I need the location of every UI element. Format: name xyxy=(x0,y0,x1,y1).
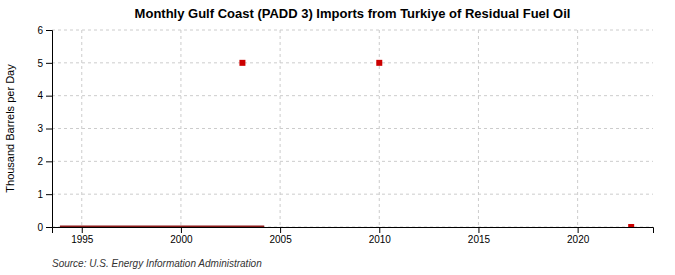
y-tick: 4 xyxy=(37,90,52,101)
y-tick: 3 xyxy=(37,123,52,134)
y-tick-label: 3 xyxy=(37,123,43,134)
x-tick-label: 1995 xyxy=(71,234,94,245)
y-axis-line xyxy=(46,31,53,228)
x-tick-mark xyxy=(379,227,380,233)
y-tick-mark xyxy=(46,96,52,97)
x-tick-label: 2015 xyxy=(468,234,491,245)
y-tick-mark xyxy=(46,63,52,64)
x-tick: 2005 xyxy=(269,227,292,245)
x-tick-mark xyxy=(280,227,281,233)
chart-svg: 1995 2000 2005 2010 2015 2020 0 1 2 3 4 5 6 Monthly G… xyxy=(0,0,675,275)
point-marker xyxy=(376,60,382,66)
grid-line-y xyxy=(52,62,653,63)
y-axis-title: Thousand Barrels per Day xyxy=(4,64,16,193)
y-tick: 5 xyxy=(37,58,52,69)
x-tick: 2015 xyxy=(468,227,491,245)
x-tick: 2000 xyxy=(170,227,193,245)
point-marker xyxy=(239,60,245,66)
x-tick: 1995 xyxy=(71,227,94,245)
grid-line-y xyxy=(52,128,653,129)
source-note: Source: U.S. Energy Information Administ… xyxy=(52,258,262,269)
chart-container: 1995 2000 2005 2010 2015 2020 0 1 2 3 4 5 6 Monthly G… xyxy=(0,0,675,275)
y-tick-mark xyxy=(46,227,52,228)
x-axis: 1995 2000 2005 2010 2015 2020 xyxy=(53,227,654,245)
grid xyxy=(52,30,653,227)
x-tick-label: 2020 xyxy=(567,234,590,245)
point-marker xyxy=(628,224,634,227)
marks xyxy=(60,60,634,227)
x-tick-mark xyxy=(82,227,83,233)
y-tick-label: 5 xyxy=(37,58,43,69)
grid-line-y xyxy=(52,95,653,96)
plot-area: 1995 2000 2005 2010 2015 2020 0 1 2 3 4 5 6 xyxy=(37,25,653,245)
y-tick: 1 xyxy=(37,189,52,200)
y-tick: 6 xyxy=(37,25,52,36)
y-tick-mark xyxy=(46,194,52,195)
grid-line-y xyxy=(52,194,653,195)
x-tick-mark xyxy=(578,227,579,233)
chart-title: Monthly Gulf Coast (PADD 3) Imports from… xyxy=(135,6,571,21)
y-tick-mark xyxy=(46,161,52,162)
y-axis: 0 1 2 3 4 5 6 xyxy=(37,25,52,233)
y-tick: 0 xyxy=(37,222,52,233)
y-tick-mark xyxy=(46,129,52,130)
grid-line-y xyxy=(52,161,653,162)
x-tick-label: 2010 xyxy=(369,234,392,245)
grid-line-x xyxy=(577,30,578,227)
y-tick: 2 xyxy=(37,156,52,167)
x-tick-label: 2005 xyxy=(269,234,292,245)
x-tick: 2020 xyxy=(567,227,590,245)
y-tick-label: 2 xyxy=(37,156,43,167)
y-tick-label: 4 xyxy=(37,90,43,101)
x-tick: 2010 xyxy=(369,227,392,245)
x-tick-mark xyxy=(181,227,182,233)
y-tick-label: 0 xyxy=(37,222,43,233)
y-tick-mark xyxy=(46,30,52,31)
grid-line-y xyxy=(52,30,653,31)
x-tick-mark xyxy=(478,227,479,233)
y-tick-label: 1 xyxy=(37,189,43,200)
x-tick-label: 2000 xyxy=(170,234,193,245)
line-segment xyxy=(60,226,264,228)
x-axis-line xyxy=(53,228,654,234)
y-tick-label: 6 xyxy=(37,25,43,36)
